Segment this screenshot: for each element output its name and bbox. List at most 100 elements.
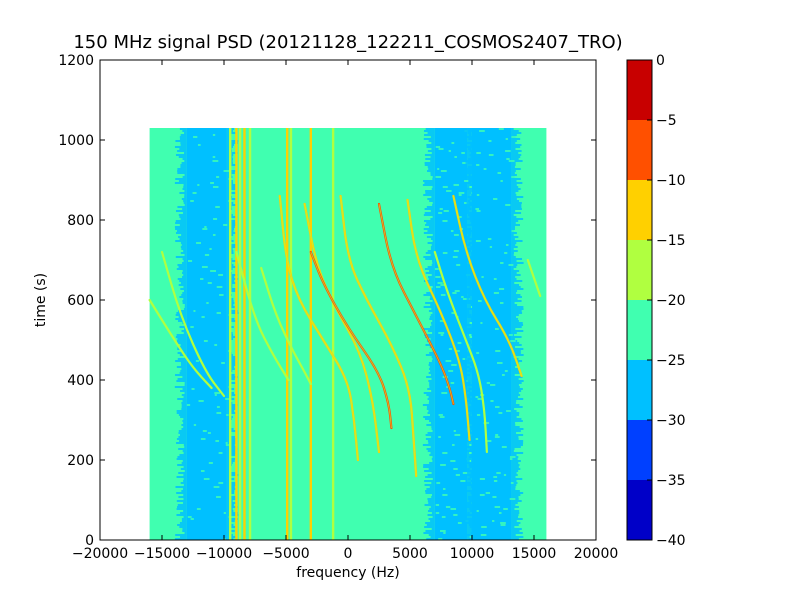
band-edge [176,500,187,502]
band-edge [511,508,515,510]
band-edge [226,380,230,382]
band-edge [467,478,475,480]
band-edge [180,218,187,220]
band-edge [184,446,187,448]
band-edge [226,322,230,324]
band-speckle [204,254,210,256]
band-edge [467,246,473,248]
band-edge [511,380,524,382]
band-edge [426,524,435,526]
band-edge [427,450,435,452]
band-edge [183,516,187,518]
band-edge [226,346,230,348]
band-edge [511,222,516,224]
band-edge [425,490,435,492]
band-edge [226,384,231,386]
band-speckle [511,230,515,232]
band-edge [226,310,239,312]
band-edge [428,402,435,404]
vertical-line-8 [331,128,335,540]
band-edge [180,246,187,248]
band-edge [467,418,475,420]
band-edge [469,500,475,502]
band-speckle [190,518,194,520]
band-speckle [215,440,219,442]
band-speckle [505,244,509,246]
signal-curve-highlight-12 [527,259,541,297]
band-edge [511,146,521,148]
band-edge [430,156,435,158]
band-edge [226,512,238,514]
band-edge [511,388,523,390]
band-edge [466,268,475,270]
band-edge [428,410,435,412]
band-edge [181,518,187,520]
band-edge [464,212,475,214]
band-edge [177,172,187,174]
band-speckle [493,198,498,200]
band-edge [511,520,517,522]
band-edge [511,366,516,368]
colorbar-tick-label: −30 [656,413,686,429]
band-edge [183,396,187,398]
band-edge [466,172,475,174]
band-edge [511,378,519,380]
band-edge [226,386,229,388]
band-edge [179,216,187,218]
band-speckle [212,234,216,236]
signal-curve-highlight-2 [236,251,289,381]
band-speckle [201,266,208,268]
band-edge [184,196,187,198]
band-edge [431,428,435,430]
band-edge [511,440,524,442]
band-edge [226,274,238,276]
band-speckle [440,530,446,532]
band-edge [431,142,435,144]
band-edge [466,506,475,508]
band-edge [428,396,435,398]
band-edge [178,436,187,438]
band-edge [182,300,187,302]
band-edge [226,406,237,408]
band-edge [181,162,187,164]
band-edge [175,154,187,156]
band-edge [511,374,515,376]
band-edge [179,238,187,240]
band-speckle [493,278,497,280]
band-speckle [202,228,208,230]
band-speckle [190,326,194,328]
colorbar-tick-label: −15 [656,233,686,249]
band-edge [467,416,475,418]
band-edge [466,296,475,298]
band-speckle [475,438,479,440]
band-edge [462,160,475,162]
band-speckle [226,414,229,416]
vertical-line-6 [289,128,293,540]
band-edge [511,272,517,274]
band-edge [423,138,435,140]
band-speckle [476,352,480,354]
colorbar-tick-label: −40 [656,533,686,549]
band-edge [180,482,187,484]
band-edge [178,214,187,216]
band-edge [511,332,517,334]
band-edge [427,230,435,232]
band-edge [511,526,515,528]
band-edge [511,268,514,270]
band-edge [432,240,435,242]
band-edge [427,440,435,442]
band-edge [429,318,435,320]
band-speckle [203,478,210,480]
band-edge [177,168,187,170]
band-edge [469,392,475,394]
band-speckle [437,282,443,284]
band-speckle [210,182,214,184]
vertical-line-4 [248,128,252,540]
band-edge [177,506,187,508]
band-edge [511,266,517,268]
band-edge [467,434,475,436]
band-edge [226,532,231,534]
band-edge [465,534,475,536]
band-edge [464,228,475,230]
band-edge [182,420,187,422]
